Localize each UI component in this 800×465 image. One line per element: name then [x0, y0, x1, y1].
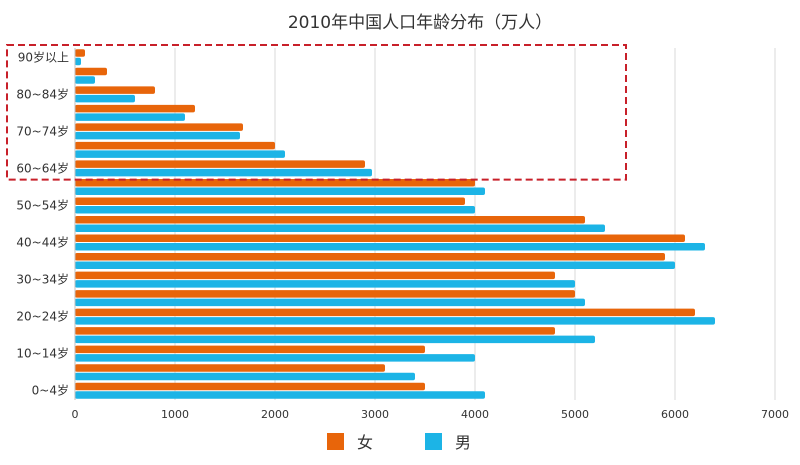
bar-female-10 [75, 197, 465, 205]
bar-male-16 [75, 94, 135, 103]
bar-female-18 [75, 49, 85, 57]
x-tick-label: 3000 [361, 408, 389, 421]
x-tick-label: 1000 [161, 408, 189, 421]
bar-female-14 [75, 123, 243, 131]
legend: 女男 [327, 433, 471, 452]
legend-swatch-male [425, 433, 442, 450]
bars [75, 49, 715, 399]
bar-male-17 [75, 76, 95, 84]
x-tick-label: 6000 [661, 408, 689, 421]
x-tick-labels: 0 1000 2000 3000 4000 5000 6000 7000 [72, 408, 790, 421]
bar-female-1 [75, 364, 385, 372]
bar-female-4 [75, 308, 695, 317]
legend-label-male: 男 [455, 433, 471, 452]
bar-female-12 [75, 160, 365, 168]
x-tick-label: 0 [72, 408, 79, 421]
bar-male-3 [75, 335, 595, 344]
bar-female-15 [75, 104, 195, 113]
legend-swatch-female [327, 433, 344, 450]
bar-female-5 [75, 290, 575, 298]
bar-male-8 [75, 243, 705, 251]
bar-male-4 [75, 317, 715, 325]
category-label: 0~4岁 [32, 383, 69, 398]
bar-male-15 [75, 113, 185, 121]
bar-female-7 [75, 253, 665, 261]
bar-female-11 [75, 178, 475, 187]
category-label: 90岁以上 [18, 49, 69, 64]
category-label: 30~34岁 [16, 272, 69, 287]
bar-male-0 [75, 391, 485, 399]
bar-male-14 [75, 131, 240, 140]
bar-male-13 [75, 150, 285, 158]
category-label: 70~74岁 [16, 123, 69, 138]
bar-male-12 [75, 168, 372, 177]
bar-female-3 [75, 327, 555, 335]
bar-male-18 [75, 57, 81, 66]
bar-female-6 [75, 271, 555, 280]
category-label: 60~64岁 [16, 160, 69, 175]
bar-male-7 [75, 261, 675, 270]
x-tick-label: 4000 [461, 408, 489, 421]
bar-female-0 [75, 382, 425, 391]
category-label: 10~14岁 [16, 346, 69, 361]
bar-male-6 [75, 280, 575, 288]
bar-female-13 [75, 141, 275, 150]
bar-male-9 [75, 224, 605, 232]
bar-female-9 [75, 216, 585, 224]
bar-female-2 [75, 345, 425, 354]
bar-male-10 [75, 205, 475, 214]
category-label: 50~54岁 [16, 197, 69, 212]
category-labels: 0~4岁 10~14岁 20~24岁 30~34岁 40~44岁 50~54岁 60~64岁… [16, 49, 69, 397]
bar-male-5 [75, 298, 585, 307]
chart-title: 2010年中国人口年龄分布（万人） [288, 13, 552, 33]
grid [174, 48, 776, 400]
bar-female-8 [75, 234, 685, 243]
category-label: 40~44岁 [16, 235, 69, 250]
x-tick-label: 2000 [261, 408, 289, 421]
highlight-box [6, 44, 627, 181]
category-label: 80~84岁 [16, 86, 69, 101]
x-tick-label: 5000 [561, 408, 589, 421]
bar-male-11 [75, 187, 485, 195]
bar-male-2 [75, 354, 475, 362]
bar-female-17 [75, 67, 107, 76]
bar-male-1 [75, 372, 415, 381]
legend-label-female: 女 [357, 433, 373, 452]
category-label: 20~24岁 [16, 309, 69, 324]
bar-female-16 [75, 86, 155, 94]
x-tick-label: 7000 [761, 408, 789, 421]
